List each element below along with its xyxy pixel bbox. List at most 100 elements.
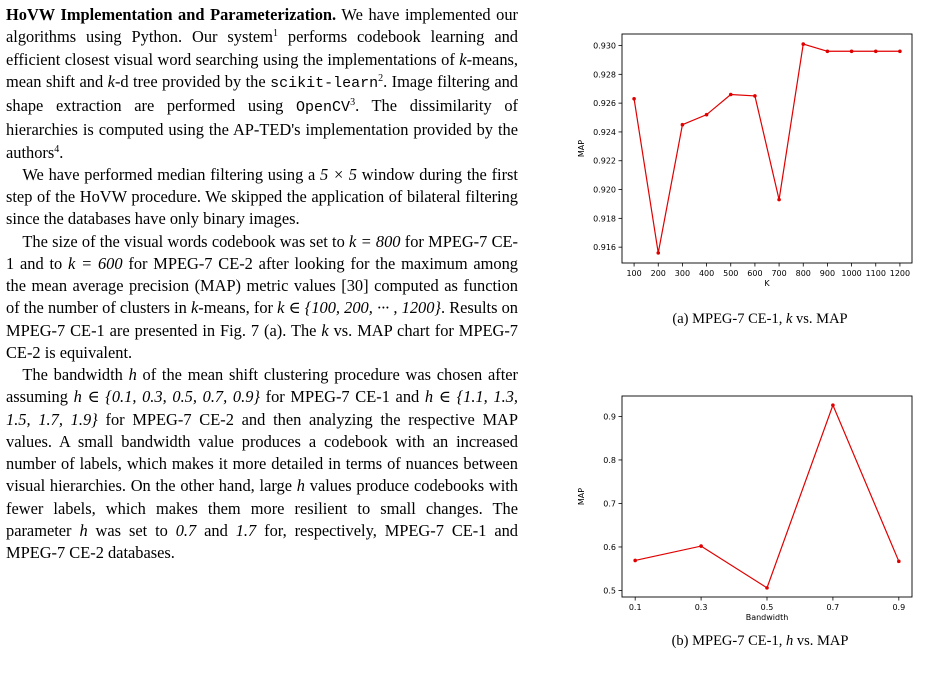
figure-k-vs-map: 100 200 300 400 500 600 700 800 900 1000 1100 1200 0… xyxy=(570,28,950,290)
x-tick-label: 0.1 xyxy=(629,603,642,612)
plot-frame xyxy=(621,33,913,264)
body-text-column: HoVW Implementation and Parameterization… xyxy=(6,4,518,564)
text-run: performs codebook learning and efficient… xyxy=(6,27,518,69)
chart-h-vs-map: 0.1 0.3 0.5 0.7 0.9 0.5 0.6 0.7 0.8 0.9 Bandwidth M… xyxy=(577,395,913,622)
text-run: We have implemented our algorithms using… xyxy=(6,5,519,47)
text-run: for MPEG-7 CE-1 and to xyxy=(6,231,518,273)
y-tick-label: 0.926 xyxy=(593,99,616,108)
x-tick-label: 100 xyxy=(626,269,641,278)
text-run: window during the first step of the HoVW… xyxy=(6,164,518,229)
text-run: The size of the visual words codebook wa… xyxy=(22,231,350,251)
code-term: scikit-learn xyxy=(270,74,379,92)
data-point xyxy=(849,49,854,54)
math-expression: k = 800 xyxy=(349,231,401,251)
text-run: . Image filtering and shape extraction a… xyxy=(6,71,518,115)
x-tick-label: 1200 xyxy=(890,269,910,278)
y-tick-label: 0.928 xyxy=(593,70,616,79)
x-tick-label: 500 xyxy=(723,269,738,278)
math-expression: 1.7 xyxy=(235,520,257,540)
text-run: . Results on MPEG-7 CE-1 are presented i… xyxy=(6,298,518,340)
x-axis-label: K xyxy=(764,279,770,288)
paragraph-bandwidth: The bandwidth h of the mean shift cluste… xyxy=(6,364,518,564)
x-tick-label: 600 xyxy=(747,269,762,278)
data-point xyxy=(728,92,733,97)
data-point xyxy=(753,94,757,98)
x-tick-label: 1000 xyxy=(841,269,861,278)
math-expression: k = 600 xyxy=(68,253,123,273)
math-expression: k xyxy=(191,298,199,318)
data-point xyxy=(831,403,835,407)
math-expression: h ∈ {1.1, 1.3, 1.5, 1.7, 1.9} xyxy=(6,387,518,429)
text-run: and xyxy=(196,520,236,540)
section-heading: HoVW Implementation and Parameterization… xyxy=(6,5,337,24)
text-run: . The dissimilarity of hierarchies is co… xyxy=(6,96,518,162)
paragraph-median-filtering: We have performed median filtering using… xyxy=(6,164,518,231)
y-tick-label: 0.918 xyxy=(593,214,616,223)
data-point xyxy=(765,586,769,590)
math-expression: h ∈ {0.1, 0.3, 0.5, 0.7, 0.9} xyxy=(73,387,260,407)
data-point xyxy=(633,558,637,563)
footnote-marker: 4 xyxy=(54,143,60,155)
text-run: of the mean shift clustering procedure w… xyxy=(6,365,519,407)
x-tick-label: 0.9 xyxy=(892,603,905,612)
text-run: for MPEG-7 CE-1 and xyxy=(259,387,425,407)
data-point xyxy=(897,559,901,564)
data-point xyxy=(704,112,709,117)
x-tick-label: 200 xyxy=(651,269,666,278)
text-run: . xyxy=(59,142,64,162)
x-tick-label: 700 xyxy=(771,269,786,278)
chart-k-vs-map: 100 200 300 400 500 600 700 800 900 1000 1100 1200 0… xyxy=(577,33,913,288)
math-expression: k xyxy=(321,320,329,340)
x-tick-label: 400 xyxy=(699,269,714,278)
math-expression: 0.7 xyxy=(175,520,197,540)
math-expression: 5 × 5 xyxy=(320,164,357,184)
y-tick-label: 0.5 xyxy=(603,586,616,595)
text-run: for, respectively, MPEG-7 CE-1 and MPEG-… xyxy=(6,520,518,562)
x-tick-label: 300 xyxy=(675,269,690,278)
text-run: for MPEG-7 CE-2 after looking for the ma… xyxy=(6,253,518,318)
x-tick-label: 0.5 xyxy=(761,603,774,612)
x-tick-label: 800 xyxy=(796,269,811,278)
caption-k-vs-map: (a) MPEG-7 CE-1, k vs. MAP xyxy=(672,311,848,327)
math-expression: h xyxy=(79,520,88,540)
x-tick-label: 900 xyxy=(820,269,835,278)
data-point xyxy=(898,49,902,54)
text-run: -means, mean shift and xyxy=(6,49,518,91)
math-expression: k xyxy=(459,49,467,69)
text-run: The bandwidth xyxy=(22,365,129,384)
y-axis-label: MAP xyxy=(577,488,586,505)
plot-frame xyxy=(621,395,913,598)
caption-h-vs-map: (b) MPEG-7 CE-1, h vs. MAP xyxy=(671,633,849,649)
x-tick-label: 1100 xyxy=(866,269,886,278)
x-axis-label: Bandwidth xyxy=(746,613,789,622)
y-tick-label: 0.930 xyxy=(593,42,616,51)
y-tick-label: 0.916 xyxy=(593,243,616,252)
y-tick-label: 0.6 xyxy=(603,543,616,552)
footnote-marker: 3 xyxy=(350,97,356,108)
y-tick-label: 0.7 xyxy=(603,499,616,508)
text-run: vs. MAP chart for MPEG-7 CE-2 is equival… xyxy=(6,320,518,362)
x-tick-label: 0.7 xyxy=(827,603,840,612)
footnote-marker: 1 xyxy=(272,28,278,40)
y-tick-label: 0.922 xyxy=(593,157,616,166)
data-point xyxy=(656,251,661,255)
math-expression: k ∈ {100, 200, ··· , 1200} xyxy=(277,298,441,318)
math-expression: h xyxy=(296,476,305,496)
data-point xyxy=(699,544,703,548)
series-line xyxy=(633,43,900,254)
data-point xyxy=(801,42,806,46)
data-point xyxy=(825,49,830,54)
x-tick-label: 0.3 xyxy=(695,603,708,612)
code-term: OpenCV xyxy=(296,99,351,116)
data-point xyxy=(680,122,685,127)
text-run: was set to xyxy=(87,520,176,540)
text-run: for MPEG-7 CE-2 and then analyzing the r… xyxy=(6,409,518,496)
y-tick-label: 0.8 xyxy=(603,456,616,465)
text-run: -d tree provided by the xyxy=(114,71,271,91)
y-tick-label: 0.9 xyxy=(603,412,616,421)
math-expression: h xyxy=(128,365,137,384)
footnote-marker: 2 xyxy=(378,72,384,84)
data-point xyxy=(777,197,781,202)
series-line xyxy=(635,403,900,589)
y-tick-label: 0.920 xyxy=(593,186,616,195)
